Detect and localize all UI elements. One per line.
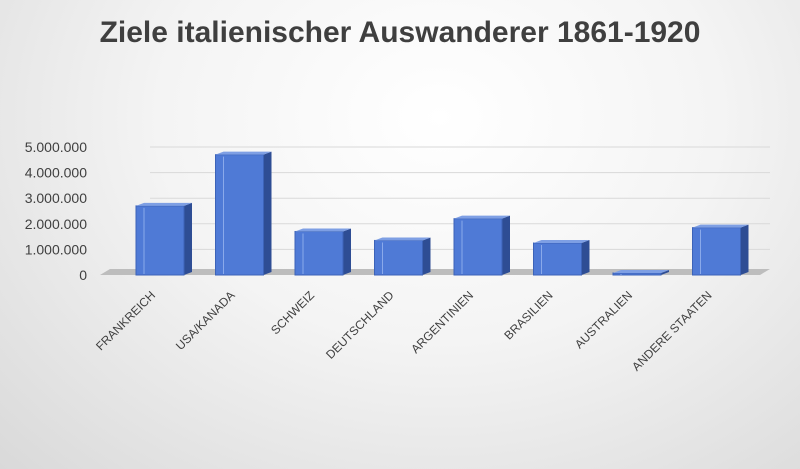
bar-top [374,237,431,241]
bar [215,154,264,276]
chart-title: Ziele italienischer Auswanderer 1861-192… [99,16,701,49]
y-tick-label: 3.000.000 [25,190,87,206]
y-tick-label: 1.000.000 [25,241,87,257]
bar [453,218,503,276]
y-tick-label: 4.000.000 [25,165,87,181]
bar-top [215,151,272,155]
x-tick-label: AUSTRALIEN [572,288,635,351]
bar-top [454,215,510,219]
y-tick-label: 0 [79,267,87,283]
bar [692,227,741,276]
bar-side [184,202,192,275]
bar-top [295,228,351,232]
x-tick-label: DEUTSCHLAND [323,288,397,362]
x-tick-label: BRASILIEN [501,288,555,342]
bar [374,239,423,276]
x-tick-label: ANDERE STAATEN [629,288,714,373]
bar-side [422,237,431,275]
bar [294,230,344,276]
x-tick-label: SCHWEIZ [268,288,317,337]
bar-top [136,202,192,206]
bar-top [533,240,590,243]
bar-side [661,270,669,275]
bar-side [263,151,272,275]
bar-side [581,240,590,275]
bar-side [343,228,351,275]
bar-side [502,215,510,275]
bar [135,205,185,276]
bar [612,272,662,276]
y-tick-label: 5.000.000 [25,139,87,155]
x-tick-label: USA/KANADA [173,288,238,353]
bar-top [613,270,669,273]
bar [533,242,582,276]
chart-floor [100,269,770,275]
y-tick-label: 2.000.000 [25,216,87,232]
x-tick-label: ARGENTINIEN [408,288,476,356]
bar-top [692,224,749,228]
bar-side [740,224,749,275]
x-tick-label: FRANKREICH [93,288,158,353]
